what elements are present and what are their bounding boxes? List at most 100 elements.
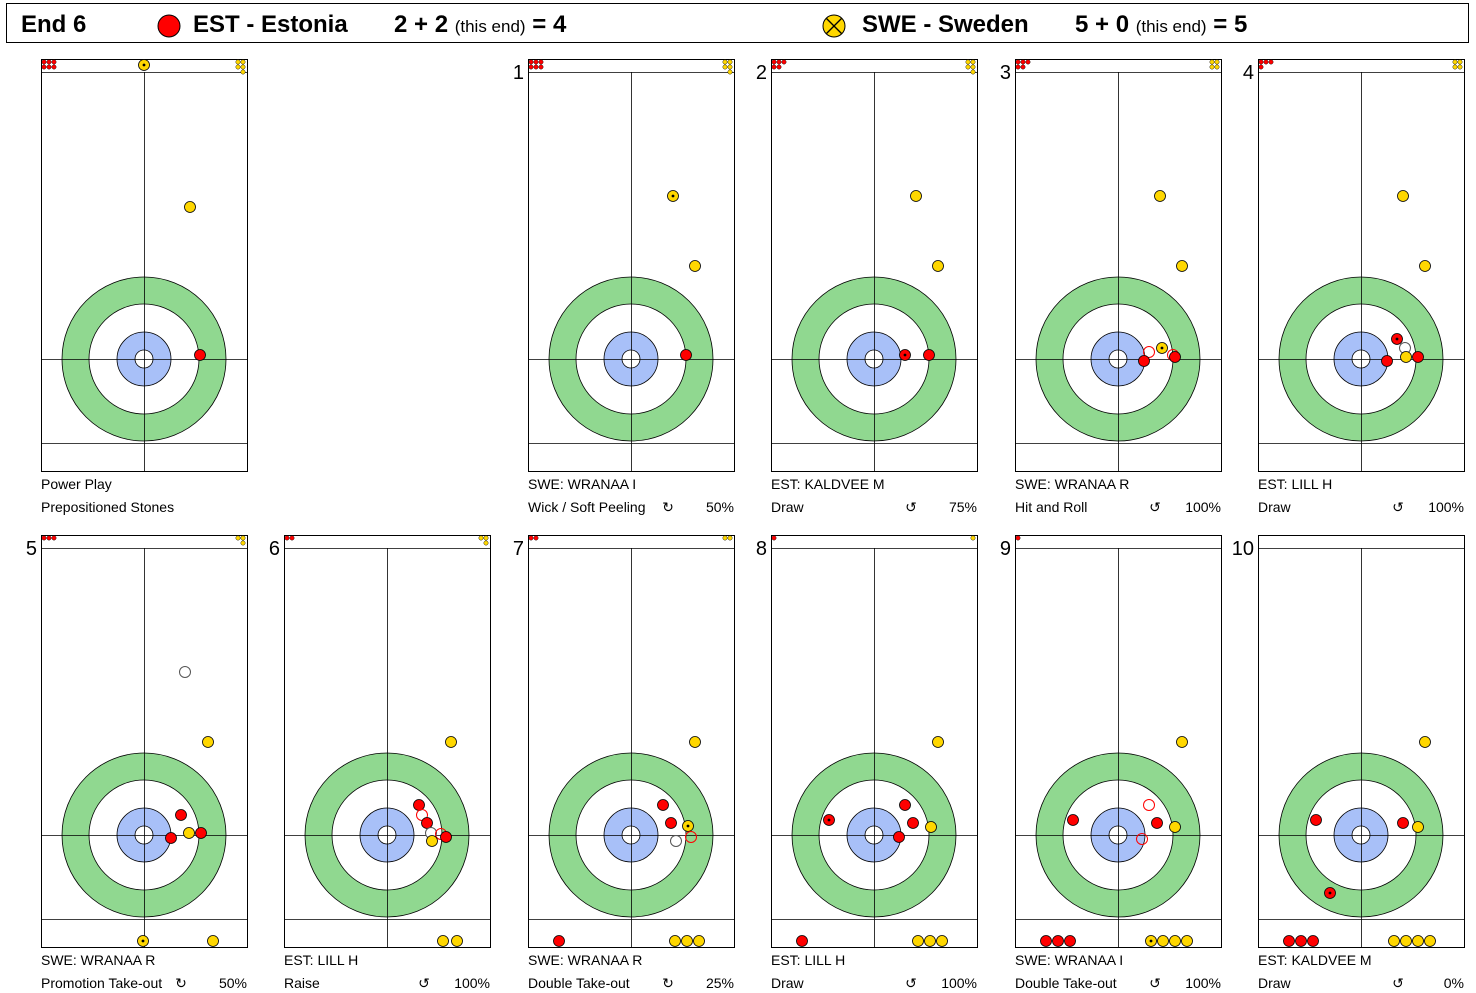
- rotation-icon: ↺: [905, 975, 917, 991]
- remaining-yellow-stone: [965, 59, 971, 65]
- path-ghost-red-stone: [1143, 799, 1155, 811]
- remaining-yellow-stone: [722, 535, 728, 541]
- remaining-red-stone: [771, 59, 777, 65]
- team2-total: = 5: [1213, 11, 1248, 38]
- path-ghost-stone: [179, 666, 191, 678]
- shot-number: 8: [755, 538, 767, 560]
- yellow-stone: [207, 935, 219, 947]
- remaining-red-stone: [776, 64, 782, 70]
- shot-percentage: 75%: [948, 499, 977, 515]
- yellow-stone: [445, 736, 457, 748]
- red-stone: [1040, 935, 1052, 947]
- path-ghost-stone: [670, 835, 682, 847]
- rotation-icon: ↻: [662, 499, 674, 515]
- last-shot-dot: [141, 939, 145, 943]
- remaining-yellow-stone: [1457, 64, 1463, 70]
- shot-player: Power Play: [41, 476, 112, 492]
- shot-percentage: 50%: [705, 499, 734, 515]
- rotation-icon: ↺: [1149, 499, 1161, 515]
- button: [134, 349, 154, 369]
- yellow-stone: [932, 736, 944, 748]
- yellow-stone-icon: [822, 14, 846, 38]
- button: [1108, 825, 1128, 845]
- yellow-stone: [451, 935, 463, 947]
- shot-type: Hit and Roll: [1015, 499, 1088, 515]
- red-stone: [1397, 817, 1409, 829]
- remaining-red-stone: [533, 59, 539, 65]
- button: [864, 349, 884, 369]
- remaining-yellow-stone: [240, 64, 246, 70]
- shot-player: EST: KALDVEE M: [771, 476, 885, 492]
- button: [134, 825, 154, 845]
- red-stone: [1307, 935, 1319, 947]
- red-stone: [1381, 355, 1393, 367]
- sheet-panel-5: [41, 535, 248, 948]
- last-shot-dot: [142, 63, 146, 67]
- remaining-yellow-stone: [722, 59, 728, 65]
- remaining-red-stone: [41, 59, 47, 65]
- remaining-yellow-stone: [727, 535, 733, 541]
- remaining-red-stone: [1015, 535, 1021, 541]
- shot-type: Draw: [1258, 499, 1291, 515]
- last-shot-dot: [1160, 346, 1164, 350]
- red-stone: [165, 832, 177, 844]
- red-stone: [680, 349, 692, 361]
- shot-percentage: 100%: [454, 975, 490, 991]
- remaining-red-stone: [1258, 59, 1264, 65]
- rotation-icon: ↻: [662, 975, 674, 991]
- red-stone: [1295, 935, 1307, 947]
- red-stone: [1067, 814, 1079, 826]
- yellow-stone: [1397, 190, 1409, 202]
- shot-number: 2: [755, 62, 767, 84]
- remaining-red-stone: [533, 64, 539, 70]
- shot-player: SWE: WRANAA R: [1015, 476, 1130, 492]
- red-stone: [1138, 355, 1150, 367]
- remaining-red-stone: [41, 64, 47, 70]
- yellow-stone: [910, 190, 922, 202]
- yellow-stone: [693, 935, 705, 947]
- yellow-stone: [1157, 935, 1169, 947]
- remaining-red-stone: [528, 64, 534, 70]
- remaining-yellow-stone: [970, 64, 976, 70]
- remaining-yellow-stone: [240, 59, 246, 65]
- remaining-red-stone: [1025, 59, 1031, 65]
- sheet-panel-0: [41, 59, 248, 472]
- remaining-yellow-stone: [965, 64, 971, 70]
- shot-player: SWE: WRANAA R: [528, 952, 643, 968]
- remaining-yellow-stone: [970, 69, 976, 75]
- remaining-red-stone: [538, 59, 544, 65]
- yellow-stone: [669, 935, 681, 947]
- remaining-yellow-stone: [240, 69, 246, 75]
- remaining-yellow-stone: [240, 540, 246, 546]
- sheet-panel-3: [1015, 59, 1222, 472]
- remaining-yellow-stone: [727, 59, 733, 65]
- shot-number: 5: [25, 538, 37, 560]
- red-stone: [440, 831, 452, 843]
- shot-number: 4: [1242, 62, 1254, 84]
- yellow-stone: [1400, 351, 1412, 363]
- team2-score-value: 5 + 0: [1075, 11, 1130, 38]
- remaining-red-stone: [776, 59, 782, 65]
- shot-type: Draw: [771, 499, 804, 515]
- yellow-stone: [437, 935, 449, 947]
- yellow-stone: [689, 736, 701, 748]
- yellow-stone: [1419, 260, 1431, 272]
- remaining-red-stone: [781, 59, 787, 65]
- red-stone: [907, 817, 919, 829]
- yellow-stone: [1419, 736, 1431, 748]
- remaining-red-stone: [1015, 59, 1021, 65]
- red-stone: [923, 349, 935, 361]
- last-shot-dot: [1149, 939, 1153, 943]
- remaining-yellow-stone: [970, 59, 976, 65]
- shot-type: Promotion Take-out: [41, 975, 163, 991]
- team2-name: SWE - Sweden: [862, 11, 1029, 38]
- shot-player: EST: LILL H: [771, 952, 846, 968]
- remaining-yellow-stone: [1209, 59, 1215, 65]
- rotation-icon: ↺: [1392, 499, 1404, 515]
- shot-player: SWE: WRANAA I: [528, 476, 637, 492]
- remaining-red-stone: [771, 64, 777, 70]
- remaining-red-stone: [1020, 59, 1026, 65]
- remaining-red-stone: [1258, 64, 1264, 70]
- red-stone: [657, 799, 669, 811]
